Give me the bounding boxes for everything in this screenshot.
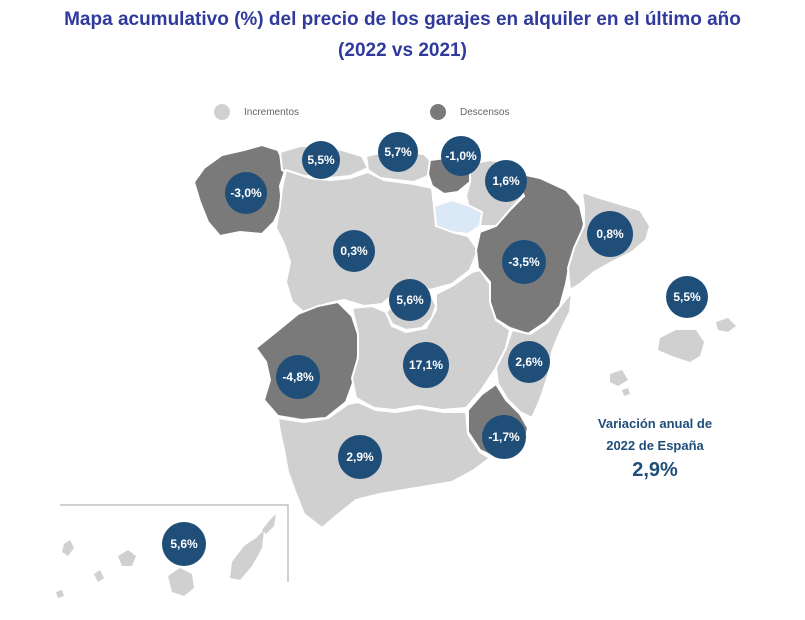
map-title: Mapa acumulativo (%) del precio de los g… [0,4,805,66]
canarias-inset [56,504,289,598]
legend-decrease-label: Descensos [460,106,510,118]
title-line-2: (2022 vs 2021) [338,40,467,61]
bubble-cantabria: 5,7% [378,132,418,172]
bubble-baleares: 5,5% [666,276,708,318]
bubble-madrid: 5,6% [389,279,431,321]
legend-increase: Incrementos [214,104,299,120]
bubble-galicia: -3,0% [225,172,267,214]
region-castilla-la-mancha [351,269,511,411]
bubble-extremadura: -4,8% [276,355,320,399]
legend-increase-label: Incrementos [244,106,300,118]
bubble-comunidad-valenciana: 2,6% [508,341,550,383]
bubble-cataluna: 0,8% [587,211,633,257]
bubble-canarias: 5,6% [162,522,206,566]
bubble-castilla-y-leon: 0,3% [333,230,375,272]
region-andalucia [277,401,491,529]
summary-label-line-2: 2022 de España [606,438,704,453]
inset-frame [60,504,289,582]
bubble-aragon: -3,5% [502,240,546,284]
region-castilla-y-leon [275,169,479,315]
bubble-asturias: 5,5% [302,141,340,179]
bubble-navarra: 1,6% [485,160,527,202]
legend-increase-swatch [214,104,230,120]
region-canarias [56,514,276,598]
summary-value: 2,9% [632,459,678,481]
spain-annual-variation: Variación anual de 2022 de España 2,9% [560,413,750,483]
bubble-andalucia: 2,9% [338,435,382,479]
legend-decrease-swatch [430,104,446,120]
bubble-murcia: -1,7% [482,415,526,459]
legend-decrease: Descensos [430,104,509,120]
summary-label-line-1: Variación anual de [597,416,713,431]
title-line-1: Mapa acumulativo (%) del precio de los g… [64,9,741,30]
bubble-pais-vasco: -1,0% [441,136,481,176]
bubble-castilla-la-mancha: 17,1% [403,342,449,388]
region-baleares [610,318,736,396]
